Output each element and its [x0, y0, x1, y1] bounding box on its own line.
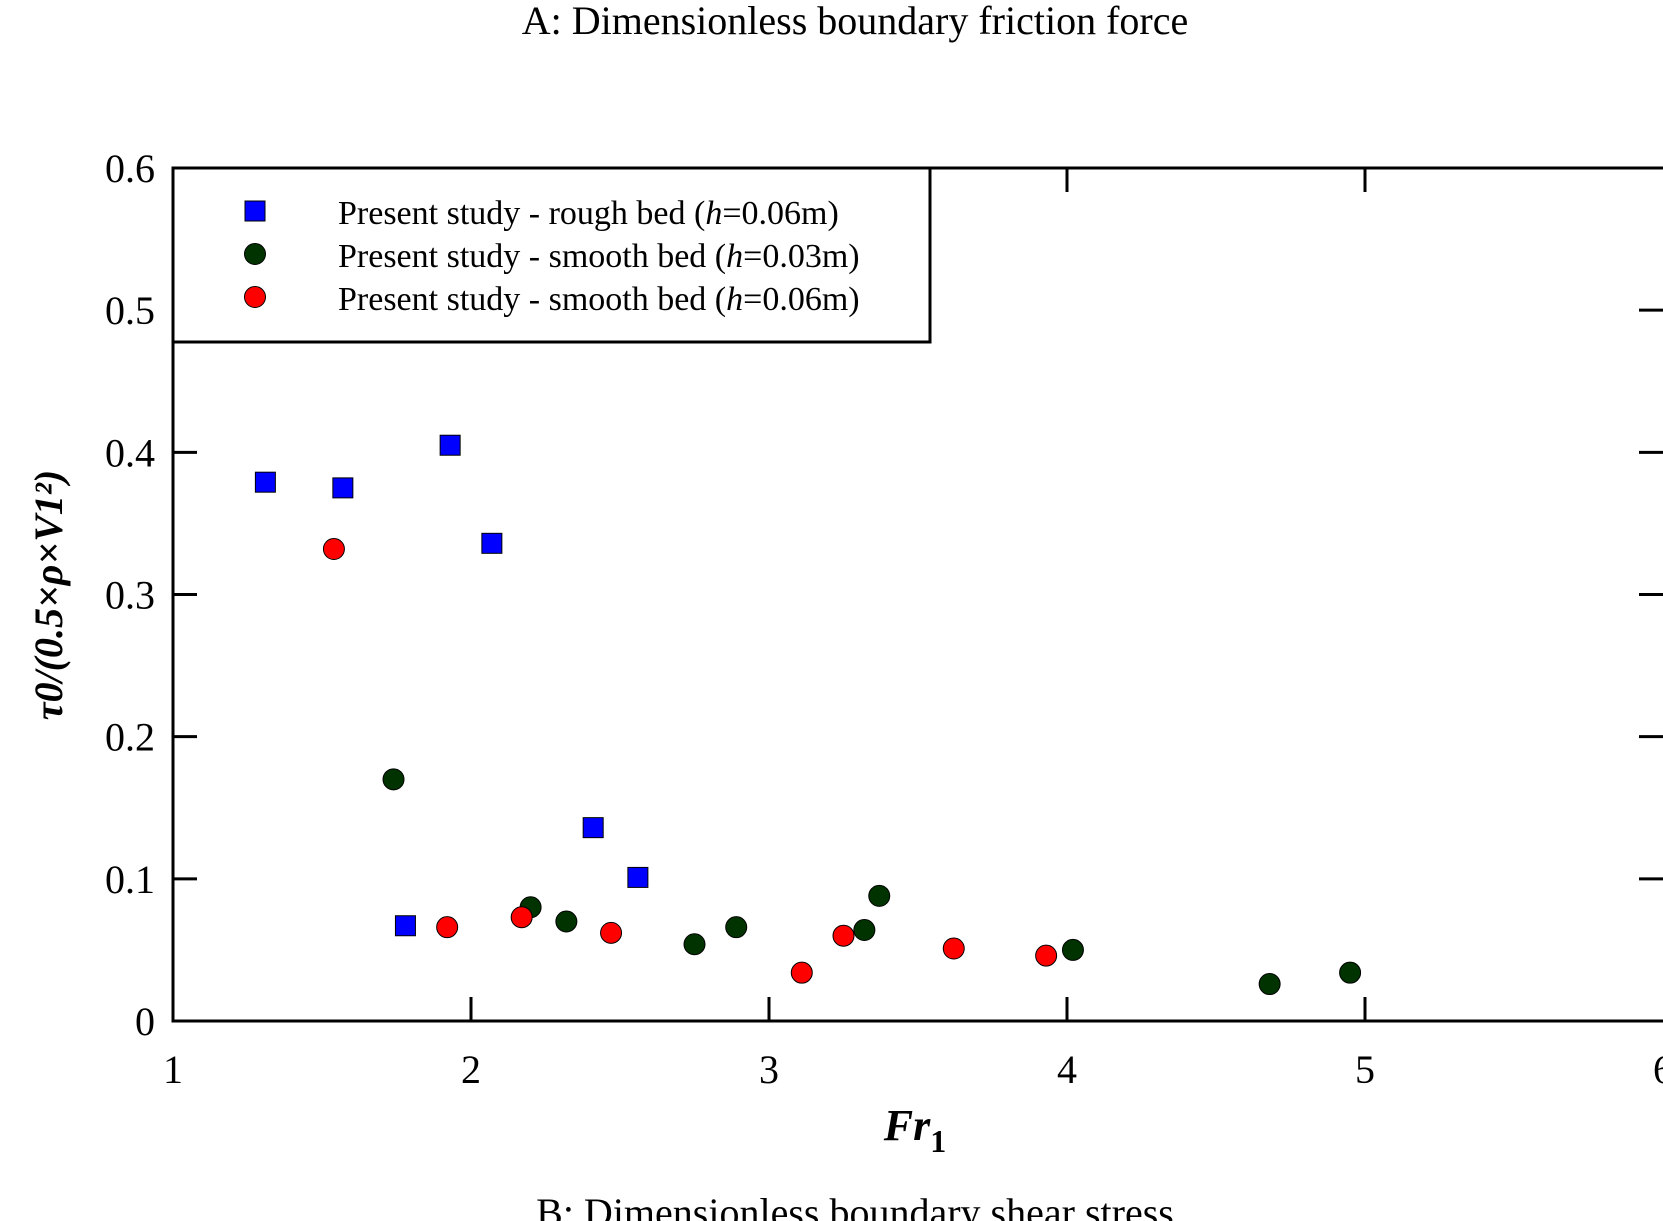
- x-tick-label: 6: [1653, 1047, 1663, 1092]
- x-axis-label-main: Fr: [883, 1101, 931, 1150]
- y-tick-label: 0.2: [105, 715, 155, 760]
- legend-marker: [244, 200, 266, 222]
- legend-label: Present study - smooth bed (h=0.06m): [338, 281, 860, 318]
- legend-box: [171, 166, 932, 344]
- data-point: [1339, 961, 1362, 984]
- data-point: [853, 919, 876, 942]
- data-point: [942, 937, 965, 960]
- data-point: [322, 538, 345, 561]
- x-tick-label: 5: [1355, 1047, 1375, 1092]
- legend-label-h: h: [705, 195, 722, 232]
- legend-label: Present study - rough bed (h=0.06m): [338, 195, 839, 232]
- legend-label-text: Present study - smooth bed (: [338, 238, 726, 275]
- data-point: [600, 921, 623, 944]
- legend-label-h: h: [726, 281, 743, 318]
- data-point: [382, 768, 405, 791]
- x-tick-label: 3: [759, 1047, 779, 1092]
- data-point: [1258, 973, 1281, 996]
- x-tick-label: 2: [461, 1047, 481, 1092]
- data-point: [332, 477, 354, 499]
- x-axis-label-subscript: 1: [930, 1123, 946, 1159]
- data-point: [254, 471, 276, 493]
- x-axis-label: Fr1: [883, 1101, 946, 1159]
- data-point: [582, 817, 604, 839]
- data-point: [439, 434, 461, 456]
- y-tick-label: 0.6: [105, 146, 155, 191]
- legend-label: Present study - smooth bed (h=0.03m): [338, 238, 860, 275]
- legend-label-value: =0.06m): [722, 195, 838, 232]
- y-tick-label: 0.3: [105, 573, 155, 618]
- y-axis-label: τ0/(0.5×ρ×V1²): [26, 470, 71, 720]
- data-point: [832, 924, 855, 947]
- data-point: [627, 866, 649, 888]
- y-tick-label: 0: [135, 999, 155, 1044]
- data-point: [510, 906, 533, 929]
- data-point: [868, 884, 891, 907]
- x-tick-label: 1: [163, 1047, 183, 1092]
- data-point: [683, 933, 706, 956]
- legend-marker: [244, 286, 266, 308]
- axis-ticks: 1 2 3 4 5 6 0 0.1 0.2 0.3 0.4 0.5 0.6: [105, 146, 1663, 1092]
- legend-label-text: Present study - smooth bed (: [338, 281, 726, 318]
- next-figure-title: B: Dimensionless boundary shear stress: [536, 1190, 1174, 1221]
- y-tick-label: 0.4: [105, 430, 155, 475]
- data-point: [481, 532, 503, 554]
- data-point: [1035, 944, 1058, 967]
- data-point: [436, 916, 459, 939]
- data-points: [254, 434, 1362, 996]
- data-point: [1061, 938, 1084, 961]
- legend-label-h: h: [726, 238, 743, 275]
- data-point: [394, 915, 416, 937]
- legend: Present study - rough bed (h=0.06m)Prese…: [171, 166, 932, 344]
- x-tick-label: 4: [1057, 1047, 1077, 1092]
- data-point: [555, 910, 578, 933]
- chart-title: A: Dimensionless boundary friction force: [522, 0, 1189, 43]
- legend-marker: [244, 243, 266, 265]
- y-tick-label: 0.5: [105, 288, 155, 333]
- legend-label-text: Present study - rough bed (: [338, 195, 705, 232]
- legend-label-value: =0.03m): [743, 238, 859, 275]
- data-point: [790, 961, 813, 984]
- y-tick-label: 0.1: [105, 857, 155, 902]
- legend-label-value: =0.06m): [743, 281, 859, 318]
- data-point: [725, 916, 748, 939]
